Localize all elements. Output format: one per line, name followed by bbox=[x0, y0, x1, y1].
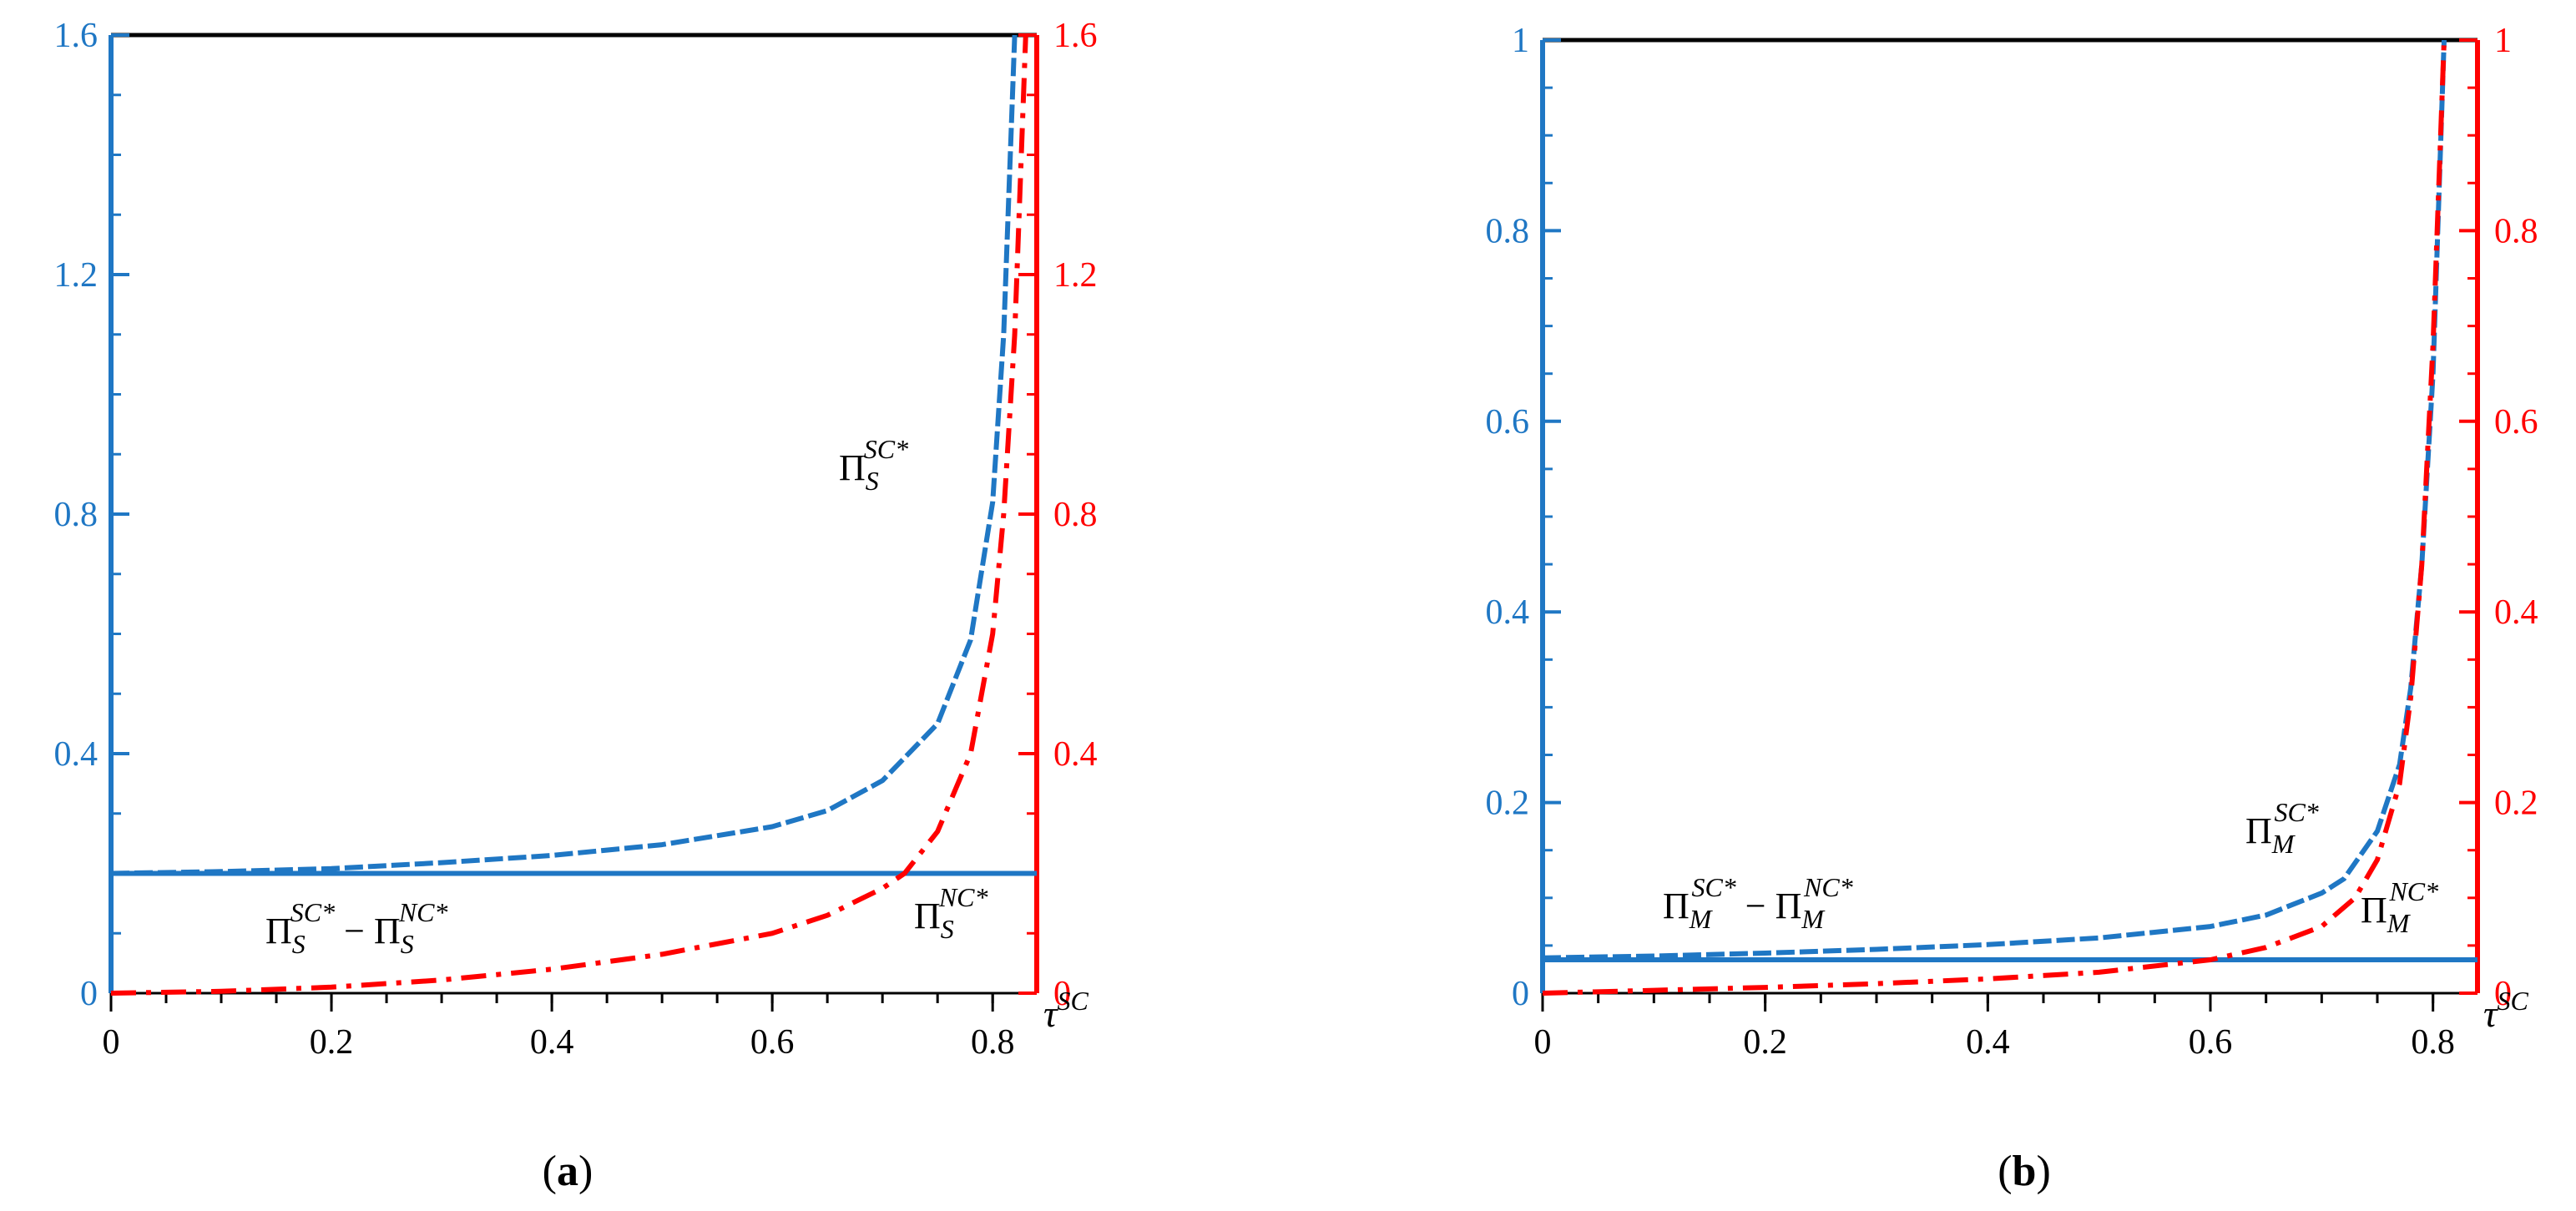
panel-b-caption: (b) bbox=[1998, 1148, 2051, 1195]
x-tick-label: 0.4 bbox=[530, 1023, 574, 1062]
series-line-dashed bbox=[110, 34, 1018, 876]
series-line-dashdot bbox=[1542, 39, 2447, 996]
panel-a-x-axis-label: τSC bbox=[1043, 986, 1088, 1035]
x-tick-label: 0.2 bbox=[310, 1023, 354, 1062]
annotation-pi-m-sc: ΠMSC* bbox=[2245, 797, 2319, 859]
x-tick-label: 0.2 bbox=[1743, 1023, 1787, 1062]
x-tick-label: 0 bbox=[103, 1023, 120, 1062]
left-tick-label: 0 bbox=[1512, 975, 1529, 1013]
panel-a-caption: (a) bbox=[543, 1148, 593, 1195]
right-tick-label: 0 bbox=[1053, 975, 1071, 1013]
annotation-pi-s-difference: ΠSSC* − ΠSNC* bbox=[265, 897, 447, 959]
right-tick-label: 0.6 bbox=[2494, 403, 2538, 442]
right-tick-label: 1 bbox=[2494, 22, 2512, 60]
right-tick-label: 0.2 bbox=[2494, 785, 2538, 823]
right-tick-label: 1.2 bbox=[1053, 256, 1098, 295]
right-tick-label: 0 bbox=[2494, 975, 2512, 1013]
x-tick-label: 0.8 bbox=[2411, 1023, 2455, 1062]
x-tick-label: 0.8 bbox=[971, 1023, 1015, 1062]
series-line-dashdot bbox=[110, 34, 1028, 996]
panel-a-axes: 0 0.4 0.8 1.2 1.6 0 0.4 0.8 1.2 1.6 0 0.2 0.4 0.6 0.8 bbox=[54, 17, 1098, 1062]
right-tick-label: 1.6 bbox=[1053, 17, 1098, 55]
left-tick-label: 0.2 bbox=[1486, 785, 1530, 823]
panel-b-series bbox=[1542, 39, 2478, 996]
annotation-pi-m-difference: ΠMSC* − ΠMNC* bbox=[1663, 872, 1853, 934]
left-tick-label: 0.4 bbox=[1486, 593, 1530, 632]
annotation-pi-s-sc: ΠSSC* bbox=[839, 434, 908, 496]
panel-a: 00.40.81.21.600.40.81.21.60 0.2 0.4 0.6 0.8 … bbox=[54, 17, 1098, 1195]
left-tick-label: 1 bbox=[1512, 22, 1529, 60]
left-tick-label: 0.4 bbox=[54, 735, 98, 774]
right-tick-label: 0.4 bbox=[2494, 593, 2538, 632]
x-tick-label: 0 bbox=[1534, 1023, 1552, 1062]
x-tick-label: 0.6 bbox=[2189, 1023, 2233, 1062]
panel-a-series bbox=[110, 34, 1037, 996]
left-tick-label: 0.6 bbox=[1486, 403, 1530, 442]
right-tick-label: 0.8 bbox=[2494, 212, 2538, 250]
left-tick-label: 0.8 bbox=[54, 496, 98, 534]
x-tick-label: 0.6 bbox=[750, 1023, 795, 1062]
right-tick-label: 0.4 bbox=[1053, 735, 1098, 774]
annotation-pi-m-nc: ΠMNC* bbox=[2361, 876, 2438, 938]
left-tick-label: 0 bbox=[80, 975, 98, 1013]
annotation-pi-s-nc: ΠSNC* bbox=[914, 882, 987, 944]
left-tick-label: 1.6 bbox=[54, 17, 98, 55]
panel-b: 0 0.2 0.4 0.6 0.8 1 0 0.2 0.4 0.6 0.8 1 0 0.2 0.4 0.6 0.… bbox=[1486, 22, 2538, 1195]
x-tick-label: 0.4 bbox=[1966, 1023, 2010, 1062]
right-tick-label: 0.8 bbox=[1053, 496, 1098, 534]
panel-b-x-axis-label: τSC bbox=[2483, 986, 2528, 1035]
left-tick-label: 1.2 bbox=[54, 256, 98, 295]
left-tick-label: 0.8 bbox=[1486, 212, 1530, 250]
